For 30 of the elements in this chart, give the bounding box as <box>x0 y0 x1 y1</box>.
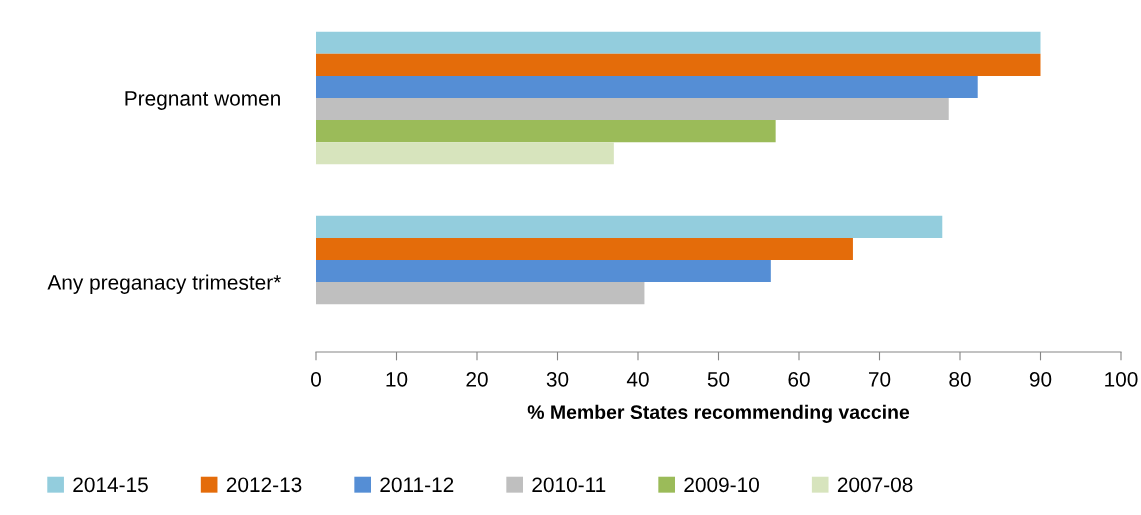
y-tick-label: Pregnant women <box>125 91 280 110</box>
bar <box>316 75 978 99</box>
bar <box>316 237 853 260</box>
y-tick-label: Any preganacy trimester* <box>47 274 281 294</box>
x-tick-label: 20 <box>466 371 488 387</box>
legend-label: 2012-13 <box>226 477 302 493</box>
x-tick-label: 30 <box>546 371 569 387</box>
x-tick-label: 50 <box>707 371 730 387</box>
legend-label: 2009-10 <box>684 477 759 493</box>
bar <box>316 142 614 165</box>
x-tick-label: 100 <box>1105 371 1138 387</box>
x-axis-title: % Member States recommending vaccine <box>527 404 910 423</box>
bar <box>316 53 1041 76</box>
x-tick-label: 90 <box>1029 371 1052 387</box>
x-tick-label: 10 <box>386 371 408 387</box>
x-tick-label: 80 <box>949 371 971 387</box>
bar <box>316 215 943 238</box>
bar <box>316 120 776 143</box>
x-tick-label: 40 <box>626 371 649 387</box>
bar <box>316 31 1041 54</box>
x-tick-label: 0 <box>311 371 321 387</box>
legend-label: 2010-11 <box>532 477 606 493</box>
x-tick-label: 70 <box>868 371 891 387</box>
bar <box>316 259 771 283</box>
bar <box>316 98 949 121</box>
legend-label: 2011-12 <box>380 477 454 493</box>
bar <box>316 282 645 305</box>
x-tick-label: 60 <box>788 371 810 387</box>
legend-label: 2014-15 <box>73 477 148 493</box>
legend-label: 2007-08 <box>837 477 913 493</box>
